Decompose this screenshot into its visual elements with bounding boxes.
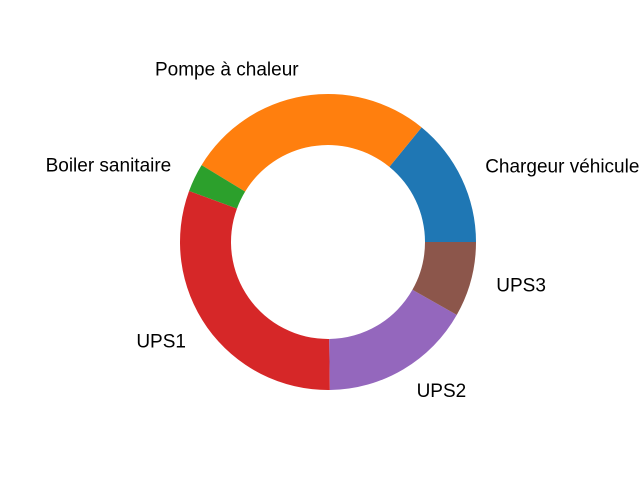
slice-label-0: Chargeur véhicule: [485, 156, 639, 177]
slice-label-3: UPS1: [136, 332, 186, 353]
slice-label-5: UPS3: [496, 275, 546, 296]
slice-3: [180, 190, 330, 390]
donut-slices: [180, 93, 476, 390]
slice-0: [389, 127, 476, 242]
slice-1: [201, 93, 422, 192]
slice-label-2: Boiler sanitaire: [46, 155, 172, 176]
slice-label-1: Pompe à chaleur: [155, 60, 299, 81]
slice-4: [329, 289, 457, 390]
slice-labels: Chargeur véhicule Pompe à chaleur Boiler s…: [46, 60, 640, 402]
slice-label-4: UPS2: [417, 381, 467, 402]
slice-2: [189, 165, 246, 209]
slice-5: [412, 242, 476, 315]
